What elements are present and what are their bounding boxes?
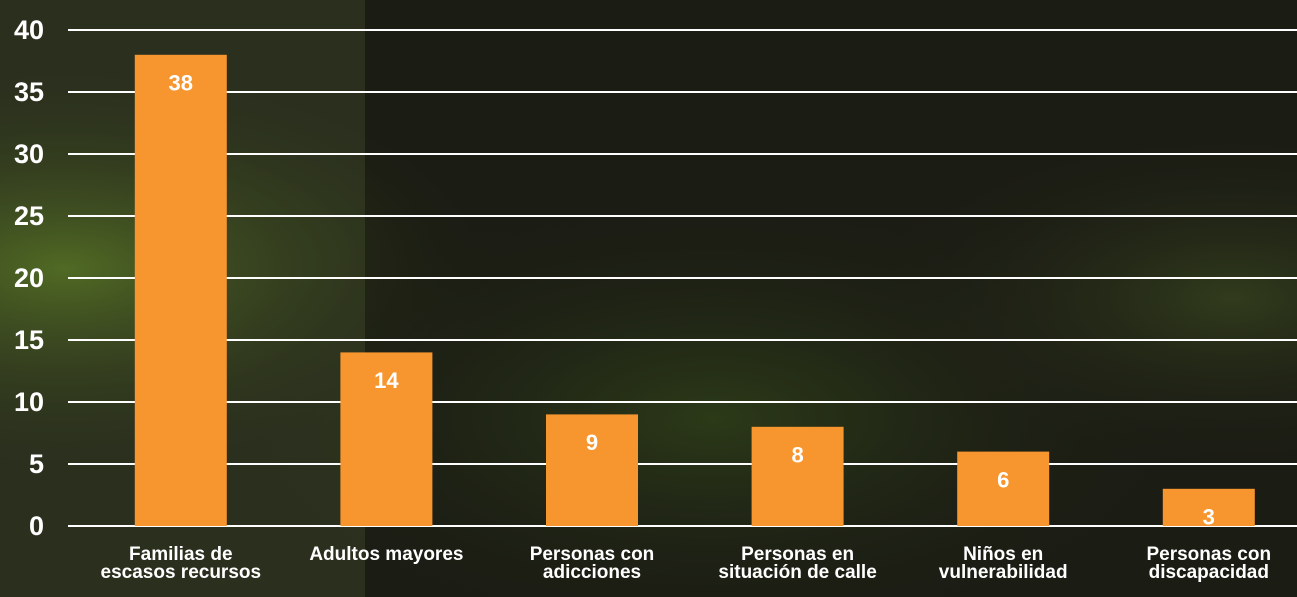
bar <box>134 54 227 527</box>
x-tick-label: Niños en vulnerabilidad <box>938 544 1068 583</box>
data-label: 3 <box>1203 505 1215 530</box>
y-tick-label: 40 <box>14 15 44 45</box>
y-tick-label: 35 <box>14 77 44 107</box>
data-label: 9 <box>586 430 598 455</box>
y-tick-label: 25 <box>14 201 44 231</box>
x-tick-label: Personas con discapacidad <box>1146 544 1272 583</box>
y-tick-label: 15 <box>14 325 44 355</box>
data-label: 14 <box>374 368 399 393</box>
y-tick-label: 30 <box>14 139 44 169</box>
x-tick-label: Familias de escasos recursos <box>100 544 262 583</box>
x-tick-label: Adultos mayores <box>309 544 464 565</box>
bar <box>957 451 1050 526</box>
y-tick-label: 5 <box>29 449 44 479</box>
x-tick-label: Personas con adicciones <box>529 544 655 583</box>
bar <box>546 414 638 526</box>
bar <box>340 352 433 526</box>
data-label: 38 <box>169 71 193 96</box>
bar <box>1162 488 1255 526</box>
y-tick-label: 0 <box>29 511 44 541</box>
data-label: 6 <box>997 467 1009 492</box>
y-tick-label: 20 <box>14 263 44 293</box>
data-label: 8 <box>791 443 803 468</box>
x-tick-label: Personas en situación de calle <box>718 544 877 583</box>
y-tick-label: 10 <box>14 387 44 417</box>
bar <box>751 426 844 526</box>
